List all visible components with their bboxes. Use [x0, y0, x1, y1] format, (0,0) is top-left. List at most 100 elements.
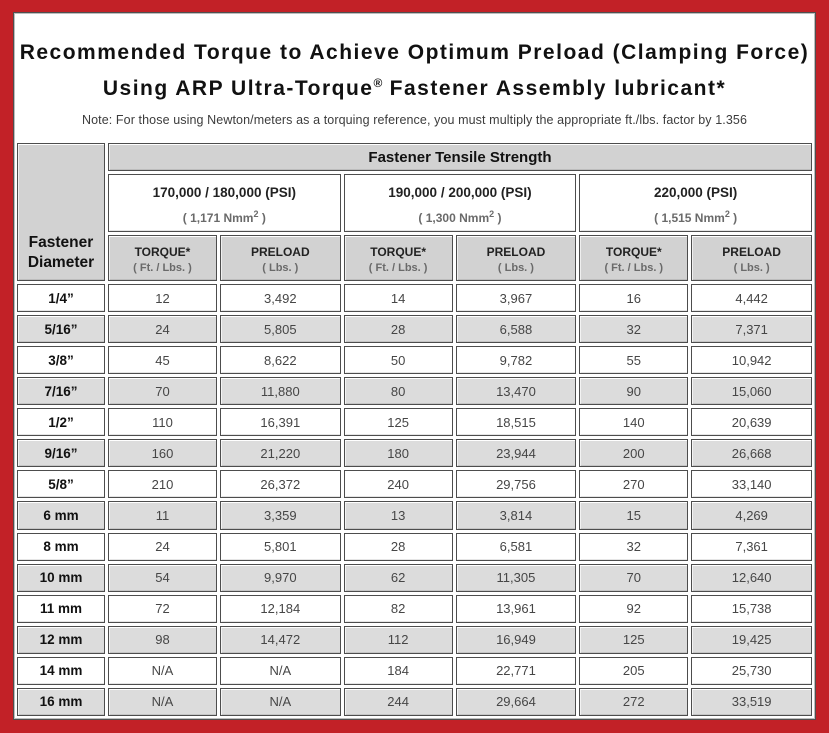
table-row: 12 mm 98 14,472 112 16,949 125 19,425 — [17, 625, 812, 654]
fastener-diameter-cell: 1/4” — [17, 284, 105, 313]
torque-value-cell: 125 — [579, 625, 689, 654]
fastener-diameter-header-line2: Diameter — [27, 254, 95, 271]
preload-value-cell: 14,472 — [219, 625, 341, 654]
torque-value-cell: 205 — [579, 656, 689, 685]
torque-value-cell: 72 — [107, 594, 217, 623]
table-row: 7/16” 70 11,880 80 13,470 90 15,060 — [17, 377, 812, 406]
preload-value-cell: 29,664 — [455, 687, 577, 716]
torque-value-cell: 70 — [579, 563, 689, 592]
preload-value-cell: 7,371 — [691, 315, 812, 344]
table-row: 1/4” 12 3,492 14 3,967 16 4,442 — [17, 284, 812, 313]
preload-value-cell: 10,942 — [691, 346, 812, 375]
torque-value-cell: 180 — [343, 439, 453, 468]
torque-value-cell: 54 — [107, 563, 217, 592]
preload-value-cell: 6,581 — [455, 532, 577, 561]
preload-value-cell: 9,970 — [219, 563, 341, 592]
torque-value-cell: 200 — [579, 439, 689, 468]
torque-table-wrap: Fastener Diameter Fastener Tensile Stren… — [14, 140, 815, 719]
fastener-diameter-header: Fastener Diameter — [17, 143, 105, 281]
preload-value-cell: 3,359 — [219, 501, 341, 530]
torque-value-cell: 28 — [343, 315, 453, 344]
preload-value-cell: N/A — [219, 687, 341, 716]
torque-value-cell: 45 — [107, 346, 217, 375]
torque-column-header-2: TORQUE* ( Ft. / Lbs. ) — [343, 235, 453, 281]
torque-value-cell: 184 — [343, 656, 453, 685]
torque-value-cell: 62 — [343, 563, 453, 592]
preload-value-cell: 33,140 — [691, 470, 812, 499]
preload-value-cell: 12,640 — [691, 563, 812, 592]
preload-column-header-3: PRELOAD ( Lbs. ) — [691, 235, 812, 281]
preload-value-cell: 18,515 — [455, 408, 577, 437]
psi-group-2-header: 190,000 / 200,000 (PSI) ( 1,300 Nmm2 ) — [343, 174, 577, 232]
torque-value-cell: 32 — [579, 532, 689, 561]
preload-value-cell: 6,588 — [455, 315, 577, 344]
torque-value-cell: 125 — [343, 408, 453, 437]
preload-value-cell: 22,771 — [455, 656, 577, 685]
preload-value-cell: 26,372 — [219, 470, 341, 499]
preload-value-cell: 5,805 — [219, 315, 341, 344]
fastener-diameter-cell: 6 mm — [17, 501, 105, 530]
torque-column-header-1: TORQUE* ( Ft. / Lbs. ) — [107, 235, 217, 281]
conversion-note: Note: For those using Newton/meters as a… — [81, 113, 747, 127]
preload-value-cell: 3,492 — [219, 284, 341, 313]
preload-value-cell: 9,782 — [455, 346, 577, 375]
preload-value-cell: 29,756 — [455, 470, 577, 499]
fastener-diameter-cell: 12 mm — [17, 625, 105, 654]
table-body: 1/4” 12 3,492 14 3,967 16 4,442 5/16” 24 5,805 28 6… — [17, 284, 812, 716]
torque-value-cell: 210 — [107, 470, 217, 499]
torque-value-cell: 16 — [579, 284, 689, 313]
torque-value-cell: 24 — [107, 315, 217, 344]
preload-value-cell: 7,361 — [691, 532, 812, 561]
torque-table: Fastener Diameter Fastener Tensile Stren… — [14, 140, 815, 719]
preload-value-cell: 13,470 — [455, 377, 577, 406]
page-title-line1: Recommended Torque to Achieve Optimum Pr… — [19, 41, 810, 64]
torque-value-cell: 12 — [107, 284, 217, 313]
psi-group-3-header: 220,000 (PSI) ( 1,515 Nmm2 ) — [579, 174, 812, 232]
table-row: 8 mm 24 5,801 28 6,581 32 7,361 — [17, 532, 812, 561]
preload-value-cell: 16,949 — [455, 625, 577, 654]
preload-value-cell: 23,944 — [455, 439, 577, 468]
preload-value-cell: 3,814 — [455, 501, 577, 530]
torque-value-cell: 28 — [343, 532, 453, 561]
psi-group-2-psi: 190,000 / 200,000 (PSI) — [388, 185, 532, 200]
torque-column-header-3: TORQUE* ( Ft. / Lbs. ) — [579, 235, 689, 281]
preload-value-cell: 5,801 — [219, 532, 341, 561]
fastener-diameter-cell: 3/8” — [17, 346, 105, 375]
preload-value-cell: 3,967 — [455, 284, 577, 313]
psi-group-3-psi: 220,000 (PSI) — [653, 185, 738, 200]
table-row: 11 mm 72 12,184 82 13,961 92 15,738 — [17, 594, 812, 623]
preload-column-header-1: PRELOAD ( Lbs. ) — [219, 235, 341, 281]
torque-value-cell: N/A — [107, 656, 217, 685]
torque-value-cell: 50 — [343, 346, 453, 375]
torque-value-cell: 272 — [579, 687, 689, 716]
preload-value-cell: 19,425 — [691, 625, 812, 654]
preload-value-cell: 25,730 — [691, 656, 812, 685]
table-row: 5/8” 210 26,372 240 29,756 270 33,140 — [17, 470, 812, 499]
table-row: 1/2” 110 16,391 125 18,515 140 20,639 — [17, 408, 812, 437]
preload-value-cell: 16,391 — [219, 408, 341, 437]
page-title-line2: Using ARP Ultra-Torque® Fastener Assembl… — [14, 68, 815, 104]
preload-value-cell: 12,184 — [219, 594, 341, 623]
torque-value-cell: 270 — [579, 470, 689, 499]
preload-value-cell: 15,060 — [691, 377, 812, 406]
torque-value-cell: 11 — [107, 501, 217, 530]
tensile-strength-header: Fastener Tensile Strength — [107, 143, 812, 171]
torque-value-cell: 110 — [107, 408, 217, 437]
psi-group-1-header: 170,000 / 180,000 (PSI) ( 1,171 Nmm2 ) — [107, 174, 341, 232]
preload-value-cell: 8,622 — [219, 346, 341, 375]
torque-value-cell: 160 — [107, 439, 217, 468]
torque-value-cell: 24 — [107, 532, 217, 561]
fastener-diameter-cell: 14 mm — [17, 656, 105, 685]
torque-value-cell: 14 — [343, 284, 453, 313]
title-line2-post: Fastener Assembly lubricant* — [382, 77, 727, 100]
preload-column-header-2: PRELOAD ( Lbs. ) — [455, 235, 577, 281]
torque-value-cell: 70 — [107, 377, 217, 406]
fastener-diameter-cell: 5/8” — [17, 470, 105, 499]
table-row: 6 mm 11 3,359 13 3,814 15 4,269 — [17, 501, 812, 530]
psi-group-3-nmm: ( 1,515 Nmm2 ) — [654, 209, 738, 225]
preload-value-cell: 11,880 — [219, 377, 341, 406]
fastener-diameter-cell: 5/16” — [17, 315, 105, 344]
fastener-diameter-cell: 1/2” — [17, 408, 105, 437]
preload-value-cell: 15,738 — [691, 594, 812, 623]
